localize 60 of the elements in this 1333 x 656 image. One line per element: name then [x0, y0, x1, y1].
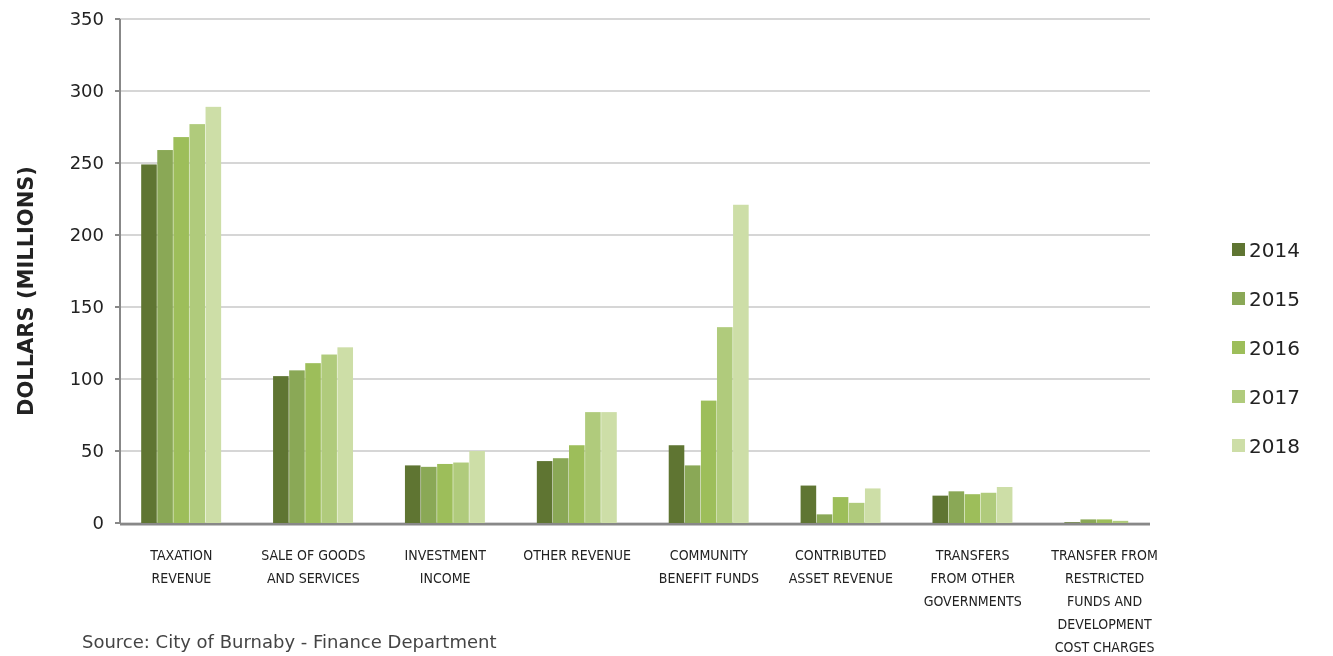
bar [964, 494, 981, 523]
bar [157, 150, 173, 523]
bar [601, 412, 617, 523]
bar [684, 465, 701, 523]
legend-label: 2017 [1249, 385, 1300, 409]
bar [337, 347, 354, 523]
y-tick-label: 0 [92, 512, 104, 534]
bar [536, 461, 553, 523]
bar [668, 445, 685, 523]
bar [700, 400, 717, 523]
bar [1080, 519, 1097, 523]
x-tick-label: CONTRIBUTED ASSET REVENUE [788, 547, 893, 586]
bar [932, 495, 949, 523]
bar [800, 485, 817, 523]
bar [864, 488, 881, 523]
bar [832, 497, 849, 523]
bar [733, 204, 749, 523]
bar [469, 451, 485, 523]
bar [585, 412, 601, 523]
y-tick-label: 200 [69, 224, 104, 246]
y-tick-label: 150 [69, 296, 104, 318]
y-tick-label: 350 [69, 8, 104, 30]
y-axis-title: DOLLARS (MILLIONS) [14, 166, 38, 416]
bar [205, 106, 222, 523]
bar [1096, 519, 1113, 523]
legend-label: 2014 [1249, 238, 1300, 262]
bar [173, 137, 189, 523]
bar [948, 491, 965, 523]
y-tick-label: 300 [69, 80, 104, 102]
x-tick-label: TAXATION REVENUE [149, 547, 213, 586]
bar [569, 445, 585, 523]
bar [848, 502, 865, 523]
legend-label: 2015 [1249, 287, 1300, 311]
bar [141, 164, 157, 523]
bar [289, 370, 305, 523]
bar [716, 327, 733, 523]
x-tick-label: TRANSFER FROM RESTRICTED FUNDS AND DEVELOPMENT COST CHARGES [1050, 547, 1158, 655]
bar [421, 466, 437, 523]
x-tick-label: INVESTMENT INCOME [404, 547, 487, 586]
source-note: Source: City of Burnaby - Finance Department [82, 631, 497, 652]
bar [437, 463, 453, 523]
y-tick-label: 250 [69, 152, 104, 174]
y-tick-label: 50 [81, 440, 104, 462]
bar [980, 492, 997, 523]
bar [453, 462, 469, 523]
bar [273, 376, 289, 523]
x-tick-label: TRANSFERS FROM OTHER GOVERNMENTS [923, 547, 1022, 609]
x-tick-label: COMMUNITY BENEFIT FUNDS [658, 547, 760, 586]
y-tick-label: 100 [69, 368, 104, 390]
legend-label: 2016 [1249, 336, 1300, 360]
bar [321, 354, 337, 523]
bar [552, 458, 569, 523]
legend-label: 2018 [1249, 434, 1300, 458]
bar [189, 124, 206, 523]
x-tick-label: SALE OF GOODS AND SERVICES [261, 547, 366, 586]
bar [305, 363, 321, 523]
bar [404, 465, 421, 523]
bar [996, 487, 1013, 523]
x-tick-label: OTHER REVENUE [523, 547, 631, 563]
bar [816, 514, 833, 523]
